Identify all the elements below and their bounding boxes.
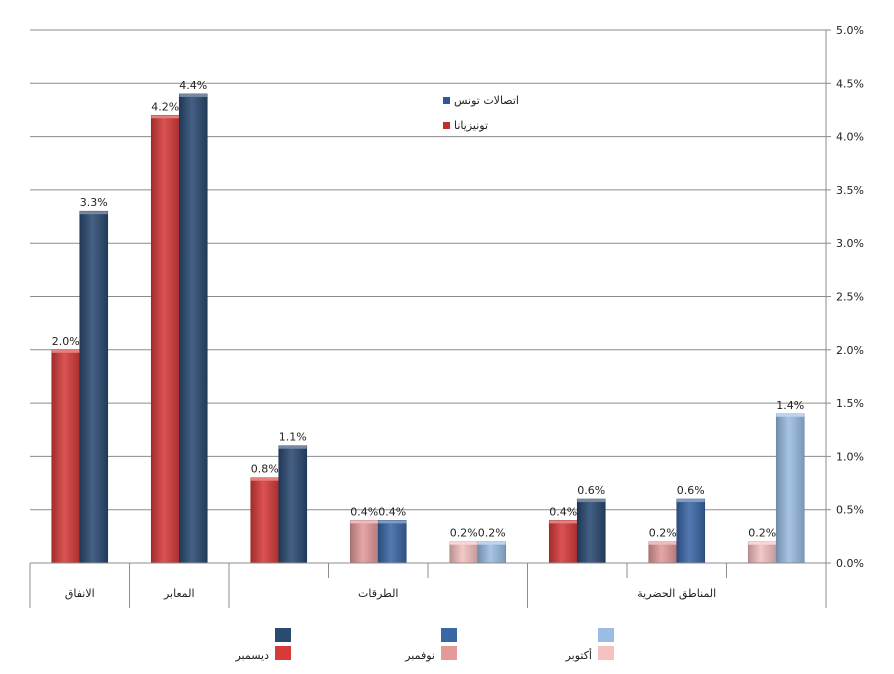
operator-legend: اتصالات تونس تونيزيانا: [443, 94, 519, 132]
gridlines: [30, 29, 826, 564]
bar-oct_tunisiana: [449, 541, 479, 564]
data-label: 0.4%: [549, 505, 577, 518]
legend-swatch-top: [598, 628, 614, 642]
data-label: 2.0%: [52, 335, 80, 348]
data-labels: 2.0%3.3%4.2%4.4%0.8%1.1%0.4% 0.4%0.2% 0.2%…: [52, 79, 804, 540]
data-label: 0.4%: [350, 505, 378, 518]
data-label: 0.2%: [478, 527, 506, 540]
category-label: المعابر: [163, 587, 195, 600]
bar-top-nov_tt: [676, 499, 705, 503]
bar-nov_tunisiana: [648, 541, 678, 564]
data-label: 0.8%: [251, 463, 279, 476]
y-tick-label: 4.0%: [836, 131, 864, 144]
data-label: 1.4%: [776, 399, 804, 412]
bar-top-dec_tt: [577, 499, 606, 503]
legend-month-label: ديسمبر: [234, 649, 269, 662]
bar-nov_tunisiana: [349, 520, 379, 564]
category-label: الانفاق: [65, 587, 95, 600]
bar-top-nov_tunisiana: [648, 541, 677, 545]
legend-swatch-bottom: [441, 646, 457, 660]
legend-swatch-top: [441, 628, 457, 642]
y-tick-label: 2.0%: [836, 344, 864, 357]
y-tick-label: 0.0%: [836, 557, 864, 570]
bar-top-dec_tt: [278, 445, 307, 449]
bar-dec_tunisiana: [150, 114, 180, 564]
bar-top-oct_tunisiana: [449, 541, 478, 545]
y-tick-label: 1.5%: [836, 397, 864, 410]
bar-oct_tt: [775, 413, 805, 564]
y-tick-label: 3.5%: [836, 184, 864, 197]
legend-swatch-bottom: [275, 646, 291, 660]
bar-top-nov_tt: [378, 520, 407, 524]
bar-top-dec_tunisiana: [151, 115, 180, 119]
bar-top-dec_tunisiana: [549, 520, 578, 524]
y-tick-label: 0.5%: [836, 504, 864, 517]
legend-swatch-top: [275, 628, 291, 642]
bar-top-dec_tt: [179, 93, 208, 97]
bar-top-oct_tt: [776, 413, 805, 417]
bar-dec_tunisiana: [548, 520, 578, 564]
x-axis: الانفاق المعابر الطرقات المناطق الحضرية: [29, 562, 827, 608]
data-label: 0.2%: [748, 527, 776, 540]
bar-dec_tt: [576, 498, 606, 564]
bar-dec_tunisiana: [51, 349, 81, 564]
bar-nov_tt: [377, 520, 407, 564]
data-label: 0.6%: [577, 484, 605, 497]
data-label: 3.3%: [80, 196, 108, 209]
bar-oct_tt: [477, 541, 507, 564]
y-tick-label: 5.0%: [836, 24, 864, 37]
legend-label: اتصالات تونس: [454, 94, 519, 107]
legend-marker: [443, 97, 450, 104]
bar-oct_tunisiana: [747, 541, 777, 564]
legend-month-label: أكتوبر: [565, 648, 592, 662]
bar-top-oct_tt: [477, 541, 506, 545]
data-label: 0.2%: [649, 527, 677, 540]
bar-top-dec_tt: [79, 211, 108, 215]
legend-label: تونيزيانا: [454, 119, 488, 132]
bar-top-oct_tunisiana: [748, 541, 777, 545]
data-label: 0.4%: [378, 505, 406, 518]
y-tick-label: 2.5%: [836, 291, 864, 304]
data-label: 4.2%: [151, 100, 179, 113]
bar-top-dec_tunisiana: [51, 349, 80, 353]
bar-dec_tt: [278, 445, 308, 564]
bars: [51, 93, 805, 564]
data-label: 0.2%: [450, 527, 478, 540]
legend-swatch-bottom: [598, 646, 614, 660]
bar-top-dec_tunisiana: [250, 477, 279, 481]
bar-dec_tt: [79, 210, 109, 564]
y-axis: 0.0% 0.5% 1.0% 1.5% 2.0% 2.5% 3.0% 3.5% 4.0% 4.5%…: [825, 24, 864, 570]
month-legend: ديسمبر نوفمبر أكتوبر: [234, 628, 614, 662]
legend-marker: [443, 122, 450, 129]
y-tick-label: 3.0%: [836, 237, 864, 250]
bar-nov_tt: [676, 498, 706, 564]
y-tick-label: 1.0%: [836, 450, 864, 463]
data-label: 4.4%: [179, 79, 207, 92]
bar-top-nov_tunisiana: [350, 520, 379, 524]
data-label: 1.1%: [279, 431, 307, 444]
bar-dec_tt: [178, 93, 208, 564]
category-label: المناطق الحضرية: [637, 587, 716, 601]
data-label: 0.6%: [677, 484, 705, 497]
y-tick-label: 4.5%: [836, 77, 864, 90]
category-label: الطرقات: [358, 587, 398, 600]
legend-month-label: نوفمبر: [404, 649, 435, 662]
bar-dec_tunisiana: [250, 477, 280, 564]
